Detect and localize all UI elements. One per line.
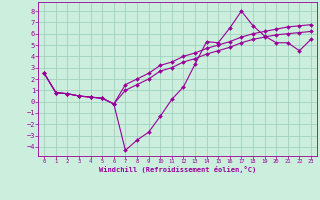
- X-axis label: Windchill (Refroidissement éolien,°C): Windchill (Refroidissement éolien,°C): [99, 166, 256, 173]
